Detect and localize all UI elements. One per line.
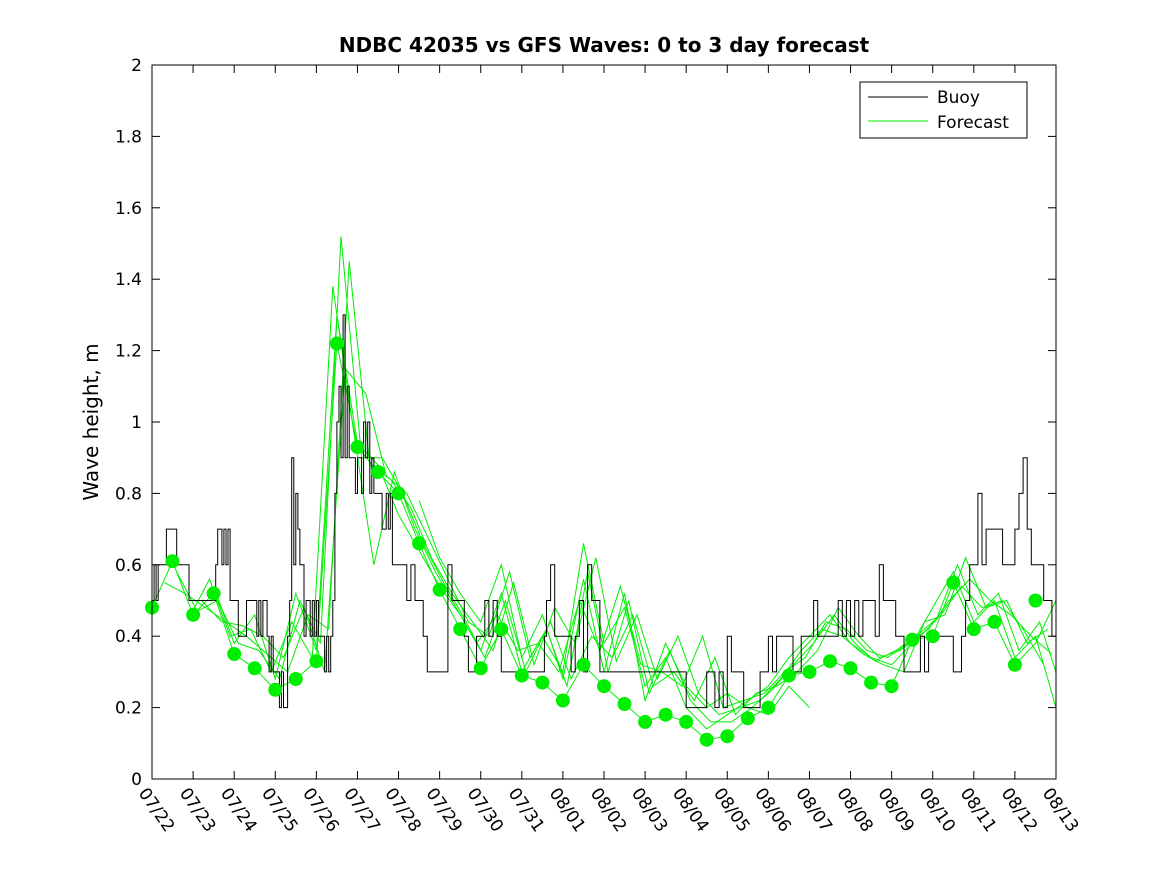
forecast-point — [371, 465, 385, 479]
forecast-point — [658, 707, 673, 722]
forecast-point — [925, 629, 940, 644]
forecast-point — [802, 664, 817, 679]
forecast-point — [576, 657, 591, 672]
forecast-point — [473, 661, 488, 676]
forecast-point — [843, 661, 858, 676]
forecast-point — [514, 668, 529, 683]
forecast-point — [227, 647, 242, 661]
forecast-point — [987, 614, 1002, 629]
y-tick-label: 0.8 — [115, 484, 142, 504]
forecast-point — [247, 661, 262, 676]
y-tick-label: 0.4 — [115, 627, 142, 647]
forecast-point — [781, 668, 796, 683]
forecast-point — [740, 711, 755, 726]
y-tick-label: 2 — [131, 56, 142, 76]
forecast-point — [1028, 593, 1043, 608]
y-tick-label: 1.2 — [115, 342, 142, 362]
forecast-run-line-5 — [200, 367, 1045, 716]
legend-buoy-label: Buoy — [937, 88, 980, 108]
y-tick-label: 0 — [131, 770, 142, 790]
forecast-point — [905, 632, 920, 647]
y-tick-label: 1.4 — [115, 270, 142, 290]
forecast-point — [864, 675, 879, 690]
forecast-point — [329, 336, 344, 351]
y-tick-label: 0.2 — [115, 699, 142, 719]
forecast-run-line-7 — [418, 500, 810, 716]
forecast-point — [412, 536, 427, 551]
chart-title: NDBC 42035 vs GFS Waves: 0 to 3 day fore… — [339, 33, 870, 57]
plot-area — [152, 65, 1056, 779]
forecast-point — [823, 654, 837, 669]
forecast-point — [761, 700, 776, 715]
forecast-point — [453, 622, 468, 637]
forecast-point — [309, 654, 324, 669]
forecast-point — [165, 554, 180, 569]
forecast-point — [699, 732, 714, 747]
forecast-point — [720, 729, 735, 744]
data-layer — [145, 236, 1057, 747]
forecast-point — [535, 675, 550, 690]
y-tick-label: 0.6 — [115, 556, 142, 576]
forecast-point — [206, 586, 221, 601]
forecast-point — [1007, 657, 1022, 672]
buoy-line — [152, 314, 1056, 709]
forecast-run-line-2 — [164, 261, 1049, 716]
forecast-point — [966, 622, 981, 637]
y-tick-label: 1.8 — [115, 127, 142, 147]
forecast-point — [679, 714, 694, 729]
forecast-point — [597, 679, 611, 694]
legend-forecast-label: Forecast — [937, 113, 1009, 133]
forecast-point — [350, 440, 365, 454]
legend-box — [859, 81, 1028, 139]
forecast-point — [884, 679, 899, 694]
legend: Buoy Forecast — [859, 81, 1028, 139]
forecast-point — [432, 582, 447, 597]
forecast-point — [288, 672, 303, 686]
forecast-point — [391, 486, 406, 501]
forecast-point — [617, 697, 632, 711]
forecast-point — [946, 575, 961, 590]
y-tick-label: 1 — [131, 413, 142, 433]
forecast-point — [638, 714, 653, 729]
y-axis-label: Wave height, m — [79, 343, 103, 500]
forecast-point — [186, 607, 201, 622]
y-tick-label: 1.6 — [115, 199, 142, 219]
forecast-point — [268, 682, 283, 697]
forecast-point — [555, 693, 570, 708]
forecast-point — [494, 622, 509, 637]
